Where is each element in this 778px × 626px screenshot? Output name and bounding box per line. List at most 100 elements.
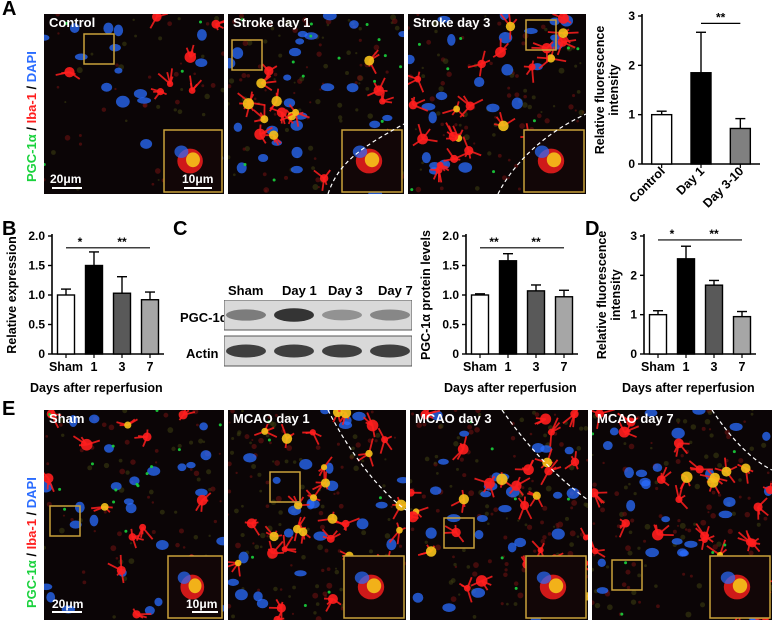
nucleus (231, 47, 244, 59)
x-tick-label: 3 (119, 360, 126, 374)
background-speck (352, 434, 358, 440)
background-speck (411, 412, 415, 416)
background-speck (593, 554, 596, 557)
microglia-soma (142, 432, 152, 442)
nucleus (195, 488, 208, 497)
y-axis-label: PGC-1α protein levels (419, 230, 433, 360)
pgc-signal (380, 119, 384, 123)
background-speck (416, 14, 420, 16)
pgc-signal (446, 67, 450, 71)
pgc-signal (490, 447, 494, 451)
x-axis-title: Days after reperfusion (444, 381, 577, 395)
background-speck (244, 146, 250, 152)
background-speck (317, 186, 320, 189)
background-speck (473, 142, 476, 145)
nucleus (421, 152, 431, 164)
microglia-soma (365, 449, 373, 458)
nucleus (723, 496, 736, 507)
pgc-signal (65, 21, 69, 25)
background-speck (206, 469, 212, 475)
background-speck (450, 578, 456, 583)
background-speck (82, 580, 87, 585)
roi-box (525, 19, 557, 51)
microglia-soma (753, 502, 763, 512)
background-speck (173, 108, 177, 112)
microglia-soma (281, 433, 293, 444)
background-speck (506, 93, 512, 98)
background-speck (504, 568, 508, 572)
pgc-signal (624, 561, 628, 565)
microglia-soma (340, 410, 352, 419)
background-speck (419, 168, 423, 171)
background-speck (435, 472, 439, 475)
microglia-soma (465, 101, 475, 111)
nucleus (375, 501, 388, 509)
nucleus (46, 591, 56, 603)
nucleus (501, 64, 514, 76)
x-tick-label: 7 (147, 360, 154, 374)
microglia-soma (484, 477, 495, 489)
y-tick-label: 1 (630, 308, 637, 322)
background-speck (317, 544, 323, 551)
nucleus (507, 542, 517, 553)
stain-sep: / (24, 549, 39, 561)
background-speck (421, 66, 424, 70)
bar (650, 113, 673, 165)
background-speck (320, 504, 325, 509)
nucleus (430, 486, 442, 495)
nucleus (386, 538, 397, 551)
background-speck (517, 592, 524, 599)
background-speck (101, 422, 107, 428)
y-tick-label: 0 (452, 347, 459, 361)
background-speck (46, 462, 50, 466)
background-speck (744, 511, 751, 518)
infarct-border (497, 113, 586, 194)
background-speck (616, 524, 621, 528)
background-speck (576, 535, 580, 538)
pgc-signal (111, 444, 115, 448)
background-speck (193, 72, 196, 76)
background-speck (654, 584, 658, 588)
nucleus (408, 54, 415, 65)
y-tick-label: 0 (630, 347, 637, 361)
pgc-signal (365, 23, 369, 27)
background-speck (154, 449, 159, 453)
blot-row-label: PGC-1α (180, 310, 228, 325)
significance-stars: * (78, 235, 83, 249)
background-speck (559, 442, 564, 447)
background-speck (221, 51, 224, 56)
background-speck (349, 453, 355, 459)
background-speck (361, 530, 367, 536)
nucleus (110, 482, 122, 491)
background-speck (507, 176, 510, 180)
pgc-signal (150, 465, 154, 469)
background-speck (312, 184, 319, 191)
background-speck (410, 527, 415, 532)
microglia-soma (246, 518, 257, 529)
microglia-soma (537, 547, 544, 554)
background-speck (249, 475, 253, 479)
background-speck (251, 464, 257, 469)
microglia-soma (673, 438, 684, 449)
y-tick-label: 2 (628, 58, 635, 72)
background-speck (125, 119, 128, 123)
background-speck (279, 588, 283, 591)
background-speck (198, 438, 204, 444)
background-speck (62, 514, 66, 517)
background-speck (390, 505, 393, 508)
background-speck (558, 67, 565, 74)
microglia-soma (528, 63, 536, 71)
bar (648, 313, 668, 355)
pgc-signal (410, 188, 414, 192)
chart-b: 0 0.5 1.0 1.5 2.0 Relative expression Sham 1 3 7 *… (5, 229, 164, 395)
microglia-soma (373, 85, 385, 96)
background-speck (56, 85, 60, 89)
y-tick-label: 1.0 (442, 288, 459, 302)
background-speck (189, 468, 193, 471)
inset-colocalization (548, 578, 564, 594)
nucleus (325, 462, 334, 474)
background-speck (228, 421, 231, 424)
microglia-soma (292, 108, 300, 116)
background-speck (241, 504, 244, 508)
microglia-soma (320, 478, 331, 488)
